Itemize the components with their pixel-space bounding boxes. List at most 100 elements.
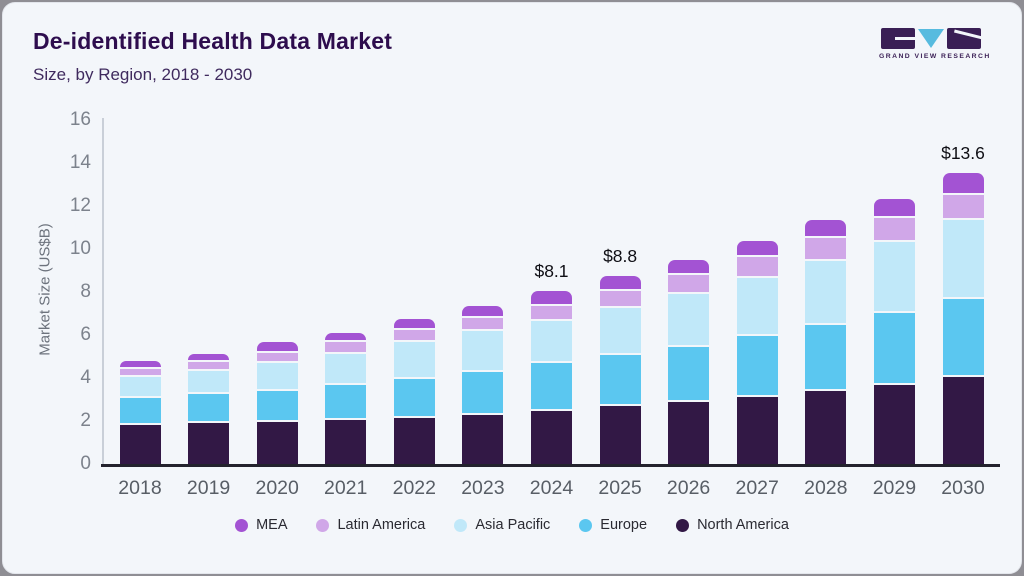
bar-segment-asia-pacific-2025 <box>599 307 641 354</box>
x-axis-line <box>101 464 1000 467</box>
bar-segment-mea-2019 <box>188 353 230 361</box>
page-subtitle: Size, by Region, 2018 - 2030 <box>33 65 253 84</box>
bar-segment-north-america-2030 <box>942 377 984 464</box>
bar-segment-europe-2024 <box>531 362 572 410</box>
x-tick-label-2024: 2024 <box>529 477 574 499</box>
bar-segment-mea-2022 <box>393 318 435 329</box>
bar-segment-latin-america-2023 <box>462 317 504 329</box>
bar-segment-asia-pacific-2029 <box>873 241 915 311</box>
bar-segment-north-america-2021 <box>325 420 367 464</box>
y-tick-label-14: 14 <box>69 152 91 173</box>
legend-label: Europe <box>600 517 648 533</box>
bar-segment-north-america-2019 <box>188 423 230 464</box>
bar-segment-asia-pacific-2024 <box>531 321 572 361</box>
bar-total-label-2030: $13.6 <box>941 143 985 163</box>
bar-segment-latin-america-2022 <box>393 330 435 341</box>
bar-segment-europe-2030 <box>942 298 984 376</box>
legend-swatch-europe <box>579 518 593 532</box>
bar-segment-mea-2026 <box>668 259 710 273</box>
bar-segment-europe-2026 <box>668 346 710 401</box>
bar-segment-asia-pacific-2027 <box>736 278 778 334</box>
x-tick-label-2022: 2022 <box>392 477 436 499</box>
bar-segment-europe-2018 <box>119 398 161 423</box>
bar-segment-latin-america-2024 <box>531 305 572 320</box>
y-tick-label-4: 4 <box>80 367 91 388</box>
bar-segment-north-america-2028 <box>805 391 847 464</box>
legend-label: MEA <box>256 517 288 533</box>
bar-segment-mea-2025 <box>599 276 641 290</box>
bar-segment-north-america-2024 <box>531 411 572 464</box>
bar-segment-asia-pacific-2019 <box>188 370 230 393</box>
x-tick-label-2026: 2026 <box>666 477 711 499</box>
bar-segment-north-america-2027 <box>736 397 778 464</box>
bar-segment-north-america-2029 <box>873 384 915 464</box>
y-tick-label-0: 0 <box>80 453 91 474</box>
bar-segment-europe-2025 <box>599 355 641 405</box>
bar-segment-latin-america-2019 <box>188 362 230 369</box>
bar-segment-europe-2019 <box>188 394 230 421</box>
bar-segment-mea-2029 <box>873 199 915 217</box>
bar-segment-europe-2027 <box>736 335 778 396</box>
bar-segment-asia-pacific-2021 <box>325 353 367 383</box>
legend-label: Latin America <box>337 517 426 533</box>
bar-segment-asia-pacific-2018 <box>119 377 161 397</box>
x-tick-label-2029: 2029 <box>872 477 917 499</box>
bar-segment-mea-2027 <box>736 241 778 256</box>
bar-segment-latin-america-2030 <box>942 194 984 219</box>
legend-swatch-north-america <box>676 518 690 532</box>
legend-swatch-asia-pacific <box>454 518 468 532</box>
bar-segment-latin-america-2029 <box>873 218 915 240</box>
bar-segment-asia-pacific-2030 <box>942 220 984 297</box>
bar-segment-mea-2024 <box>531 291 572 304</box>
legend-item-latin-america: Latin America <box>316 517 425 533</box>
bar-segment-latin-america-2028 <box>805 237 847 260</box>
bar-total-label-2024: $8.1 <box>534 261 569 282</box>
legend-swatch-mea <box>235 518 249 532</box>
legend-label: Asia Pacific <box>475 517 551 533</box>
bar-segment-mea-2021 <box>325 332 367 341</box>
y-tick-label-2: 2 <box>80 410 91 431</box>
y-tick-label-12: 12 <box>69 195 91 216</box>
x-tick-label-2030: 2030 <box>941 477 985 499</box>
y-tick-label-6: 6 <box>80 324 91 345</box>
y-axis-line <box>102 118 104 466</box>
legend-item-north-america: North America <box>676 517 789 533</box>
bar-segment-latin-america-2025 <box>599 291 641 306</box>
x-tick-label-2027: 2027 <box>735 477 779 499</box>
bar-segment-asia-pacific-2020 <box>256 363 298 389</box>
gvr-logo-icon <box>879 27 983 49</box>
chart-legend: MEA Latin America Asia Pacific Europe North … <box>3 517 1021 533</box>
bar-segment-asia-pacific-2028 <box>805 261 847 323</box>
bar-segment-north-america-2018 <box>119 424 161 464</box>
bar-segment-north-america-2025 <box>599 406 641 464</box>
x-tick-label-2023: 2023 <box>461 477 505 499</box>
bar-segment-latin-america-2026 <box>668 274 710 292</box>
bar-segment-europe-2022 <box>393 378 435 416</box>
bar-segment-europe-2023 <box>462 372 504 413</box>
bar-segment-mea-2028 <box>805 220 847 236</box>
bar-segment-mea-2030 <box>942 173 984 193</box>
bar-segment-latin-america-2020 <box>256 352 298 361</box>
legend-swatch-latin-america <box>316 518 330 532</box>
logo-v-triangle <box>918 28 944 48</box>
bar-segment-europe-2020 <box>256 390 298 420</box>
bar-segment-north-america-2020 <box>256 421 298 464</box>
y-tick-label-8: 8 <box>80 281 91 302</box>
logo-r-block <box>947 27 981 49</box>
legend-item-asia-pacific: Asia Pacific <box>454 517 550 533</box>
bar-segment-europe-2028 <box>805 325 847 390</box>
bar-segment-europe-2021 <box>325 384 367 418</box>
bar-segment-mea-2018 <box>119 361 161 368</box>
y-tick-label-16: 16 <box>69 109 91 130</box>
grand-view-research-logo: GRAND VIEW RESEARCH <box>879 27 989 60</box>
bar-total-label-2025: $8.8 <box>603 246 638 267</box>
legend-item-europe: Europe <box>579 517 647 533</box>
bar-segment-latin-america-2018 <box>119 369 161 375</box>
bar-segment-mea-2020 <box>256 341 298 351</box>
x-tick-label-2019: 2019 <box>186 477 231 499</box>
x-tick-label-2020: 2020 <box>255 477 299 499</box>
bar-segment-asia-pacific-2022 <box>393 342 435 377</box>
legend-label: North America <box>697 517 789 533</box>
bar-segment-latin-america-2027 <box>736 257 778 277</box>
